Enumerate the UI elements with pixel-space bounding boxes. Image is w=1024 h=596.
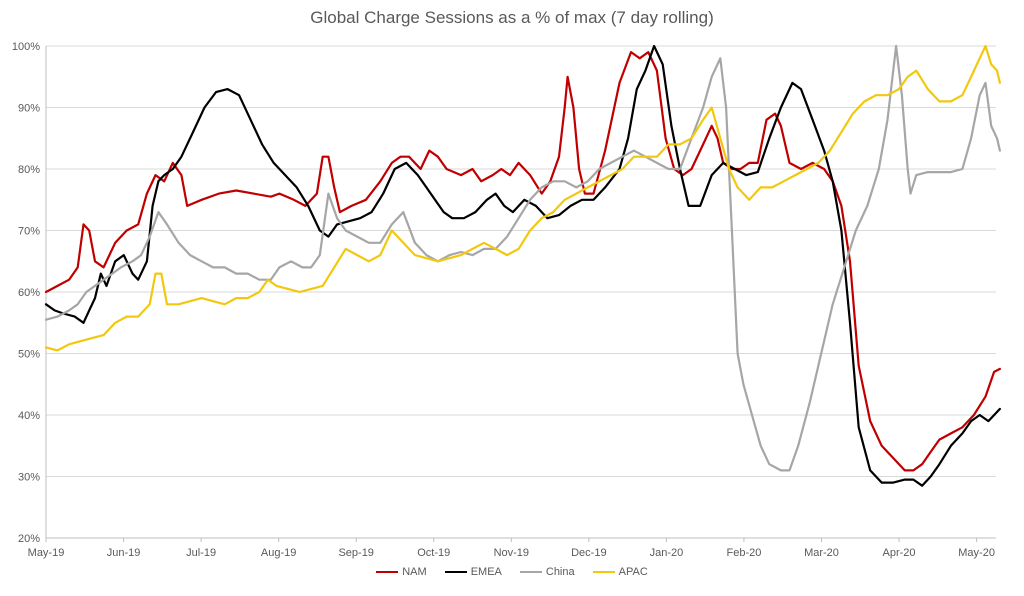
- x-tick-label: Apr-20: [883, 547, 916, 559]
- x-tick-label: Feb-20: [727, 547, 762, 559]
- legend-item-apac: APAC: [592, 566, 648, 578]
- x-tick-label: Mar-20: [804, 547, 839, 559]
- y-tick-label: 80%: [18, 164, 40, 176]
- x-tick-label: Jun-19: [107, 547, 141, 559]
- x-tick-label: Oct-19: [417, 547, 450, 559]
- series-lines: [44, 44, 1001, 487]
- legend-item-china: China: [519, 566, 575, 578]
- x-tick-label: Sep-19: [338, 547, 373, 559]
- y-tick-label: 60%: [18, 287, 40, 299]
- legend-label: China: [545, 566, 575, 578]
- legend-label: APAC: [618, 566, 648, 578]
- x-tick-label: Dec-19: [571, 547, 606, 559]
- y-tick-label: 20%: [18, 533, 40, 545]
- x-tick-label: May-19: [28, 547, 65, 559]
- series-line-emea: [44, 44, 1001, 487]
- legend-label: EMEA: [470, 566, 502, 578]
- legend-swatch: [519, 571, 542, 573]
- x-tick-label: May-20: [958, 547, 995, 559]
- line-chart: 20% 30% 40% 50% 60% 70% 80% 90% 100% May-19 Jun-1…: [12, 41, 1001, 559]
- x-tick-label: Nov-19: [494, 547, 529, 559]
- x-tick-label: Jul-19: [186, 547, 216, 559]
- series-line-nam: [44, 51, 1001, 472]
- legend-item-nam: NAM: [376, 566, 427, 578]
- y-tick-label: 50%: [18, 349, 40, 361]
- x-tick-label: Jan-20: [650, 547, 684, 559]
- y-tick-label: 100%: [12, 41, 40, 53]
- legend-swatch: [444, 571, 467, 573]
- legend-swatch: [376, 571, 399, 573]
- series-line-china: [44, 44, 1001, 472]
- y-tick-label: 30%: [18, 472, 40, 484]
- x-tick-label: Aug-19: [261, 547, 296, 559]
- legend-item-emea: EMEA: [444, 566, 502, 578]
- legend: NAM EMEA China APAC: [0, 566, 1024, 578]
- legend-label: NAM: [402, 566, 427, 578]
- legend-swatch: [592, 571, 615, 573]
- y-tick-label: 70%: [18, 226, 40, 238]
- x-axis-ticks: May-19 Jun-19 Jul-19 Aug-19 Sep-19 Oct-19 Nov-…: [28, 538, 995, 559]
- y-axis-ticks: 20% 30% 40% 50% 60% 70% 80% 90% 100%: [12, 41, 40, 545]
- series-line-apac: [44, 44, 1001, 352]
- y-tick-label: 40%: [18, 410, 40, 422]
- chart-title: Global Charge Sessions as a % of max (7 …: [310, 8, 714, 27]
- y-tick-label: 90%: [18, 103, 40, 115]
